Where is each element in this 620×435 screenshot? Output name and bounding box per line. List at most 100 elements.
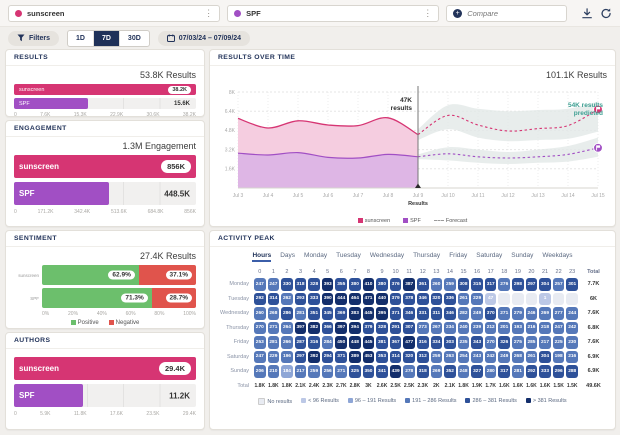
heatmap-cell[interactable]: 318	[416, 365, 429, 378]
heatmap-cell[interactable]: 201	[498, 321, 511, 334]
heatmap-cell[interactable]: 264	[281, 321, 293, 334]
heatmap-cell[interactable]: 380	[376, 278, 388, 291]
heatmap-cell[interactable]: 445	[362, 336, 375, 349]
heatmap-cell[interactable]: 269	[430, 365, 443, 378]
heatmap-cell[interactable]: 270	[254, 321, 266, 334]
heatmap-cell[interactable]: 380	[349, 278, 361, 291]
heatmap-cell[interactable]: 315	[471, 278, 483, 291]
heatmap-cell[interactable]: 292	[254, 292, 266, 305]
heatmap-cell[interactable]: 371	[335, 350, 348, 363]
heatmap-cell[interactable]: 450	[335, 336, 348, 349]
heatmap-cell[interactable]: 267	[430, 321, 443, 334]
heatmap-cell[interactable]: 346	[403, 307, 415, 320]
heatmap-cell[interactable]: 298	[512, 278, 524, 291]
tab-saturday[interactable]: Saturday	[476, 252, 503, 259]
filters-button[interactable]: Filters	[8, 30, 60, 46]
heatmap-cell[interactable]: 328	[376, 321, 388, 334]
sentiment-bar[interactable]: 71.3% 28.7%	[42, 288, 196, 308]
heatmap-cell[interactable]: 225	[552, 336, 565, 349]
heatmap-cell[interactable]: 350	[362, 365, 375, 378]
heatmap-cell[interactable]: 333	[539, 365, 551, 378]
heatmap-cell[interactable]: 281	[294, 307, 307, 320]
heatmap-cell[interactable]: 393	[321, 278, 334, 291]
heatmap-cell[interactable]: 261	[525, 350, 538, 363]
heatmap-cell[interactable]: 217	[539, 336, 551, 349]
heatmap-cell[interactable]: 235	[457, 336, 470, 349]
tab-days[interactable]: Days	[280, 252, 296, 259]
heatmap-cell[interactable]: 316	[416, 336, 429, 349]
heatmap-cell[interactable]: 276	[498, 278, 511, 291]
heatmap-cell[interactable]: 303	[444, 336, 456, 349]
heatmap-cell[interactable]: 281	[267, 336, 280, 349]
heatmap-cell[interactable]: 261	[457, 292, 470, 305]
heatmap-cell[interactable]: 193	[512, 321, 524, 334]
heatmap-cell[interactable]: 206	[254, 365, 266, 378]
heatmap-cell[interactable]: 477	[403, 336, 415, 349]
rot-legend-item-forecast[interactable]: Forecast	[433, 218, 467, 224]
tab-friday[interactable]: Friday	[449, 252, 468, 259]
heatmap-cell[interactable]: 370	[484, 307, 497, 320]
heatmap-cell[interactable]: 353	[376, 350, 388, 363]
heatmap-cell[interactable]: 257	[552, 278, 565, 291]
tab-monday[interactable]: Monday	[304, 252, 328, 259]
heatmap-cell[interactable]	[512, 292, 524, 305]
heatmap-cell[interactable]: 286	[281, 307, 293, 320]
heatmap-cell[interactable]: 234	[444, 321, 456, 334]
heatmap-cell[interactable]	[498, 292, 511, 305]
heatmap-cell[interactable]: 270	[484, 336, 497, 349]
heatmap-legend-item[interactable]: > 381 Results	[525, 398, 567, 404]
heatmap-cell[interactable]: 285	[525, 336, 538, 349]
heatmap-cell[interactable]: 387	[403, 278, 415, 291]
tab-thursday[interactable]: Thursday	[413, 252, 441, 259]
heatmap-cell[interactable]: 218	[539, 321, 551, 334]
tab-wednesday[interactable]: Wednesday	[369, 252, 405, 259]
heatmap-cell[interactable]: 259	[444, 278, 456, 291]
heatmap-cell[interactable]: 259	[308, 365, 320, 378]
heatmap-cell[interactable]: 304	[539, 350, 551, 363]
heatmap-cell[interactable]: 184	[281, 365, 293, 378]
kebab-menu-icon[interactable]: ⋮	[204, 7, 214, 18]
heatmap-cell[interactable]: 216	[525, 321, 538, 334]
heatmap-cell[interactable]: 282	[457, 307, 470, 320]
heatmap-legend-item[interactable]: No results	[258, 397, 292, 405]
date-range-picker[interactable]: 07/03/24 – 07/09/24	[157, 30, 251, 46]
heatmap-cell[interactable]: 253	[254, 336, 266, 349]
heatmap-cell[interactable]: 254	[457, 350, 470, 363]
heatmap-cell[interactable]: 392	[308, 350, 320, 363]
legend-item-negative[interactable]: Negative	[108, 320, 139, 326]
results-over-time-chart[interactable]: 1.6K 3.2K 4.8K 6.4K 8K Jul 3 Jul 4 Jul 5 Jul 6 Ju…	[218, 84, 607, 212]
heatmap-cell[interactable]: 268	[267, 307, 280, 320]
heatmap-cell[interactable]: 263	[444, 350, 456, 363]
query-chip-sunscreen[interactable]: sunscreen ⋮	[8, 4, 221, 22]
heatmap-cell[interactable]: 369	[335, 307, 348, 320]
heatmap-cell[interactable]: 439	[389, 365, 402, 378]
heatmap-cell[interactable]: 445	[362, 307, 375, 320]
heatmap-cell[interactable]: 262	[281, 292, 293, 305]
heatmap-cell[interactable]: 371	[389, 307, 402, 320]
heatmap-cell[interactable]: 304	[539, 278, 551, 291]
heatmap-cell[interactable]: 240	[457, 321, 470, 334]
heatmap-cell[interactable]: 212	[484, 321, 497, 334]
heatmap-cell[interactable]: 268	[512, 350, 524, 363]
heatmap-cell[interactable]: 352	[444, 365, 456, 378]
heatmap-cell[interactable]: 394	[349, 321, 361, 334]
heatmap-cell[interactable]: 301	[566, 278, 578, 291]
heatmap-legend-item[interactable]: < 96 Results	[301, 398, 339, 404]
heatmap-cell[interactable]: 242	[484, 350, 497, 363]
heatmap-cell[interactable]: 296	[552, 365, 565, 378]
heatmap-cell[interactable]: 277	[552, 307, 565, 320]
rot-legend-item-sunscreen[interactable]: sunscreen	[357, 218, 390, 224]
heatmap-cell[interactable]	[552, 292, 565, 305]
heatmap-cell[interactable]	[566, 292, 578, 305]
heatmap-cell[interactable]: 410	[362, 278, 375, 291]
tab-tuesday[interactable]: Tuesday	[336, 252, 361, 259]
heatmap-cell[interactable]: 314	[267, 292, 280, 305]
heatmap-cell[interactable]: 256	[321, 365, 334, 378]
heatmap-cell[interactable]	[525, 292, 538, 305]
bar-SPF[interactable]: SPF	[14, 182, 110, 205]
heatmap-cell[interactable]: 244	[566, 307, 578, 320]
tab-weekdays[interactable]: Weekdays	[542, 252, 573, 259]
heatmap-cell[interactable]: 379	[362, 321, 375, 334]
heatmap-cell[interactable]: 279	[512, 307, 524, 320]
heatmap-cell[interactable]: 328	[308, 278, 320, 291]
